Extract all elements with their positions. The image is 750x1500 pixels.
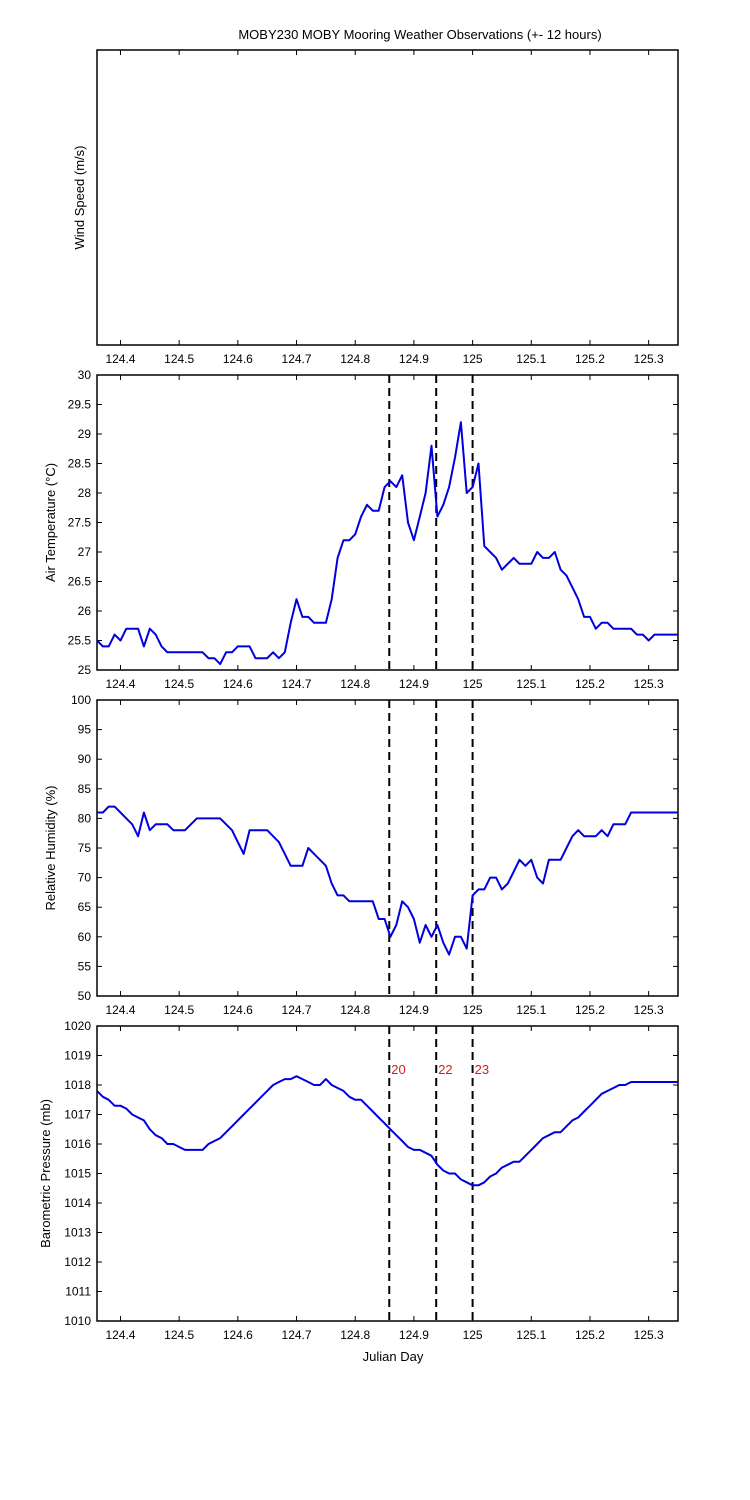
x-tick-label: 124.9 (399, 352, 429, 366)
y-tick-label: 1012 (64, 1255, 91, 1269)
x-tick-label: 125.1 (516, 352, 546, 366)
x-tick-label: 124.5 (164, 352, 194, 366)
x-axis-label: Julian Day (363, 1349, 424, 1364)
x-tick-label: 125.2 (575, 352, 605, 366)
x-tick-label: 124.9 (399, 1003, 429, 1017)
y-tick-label: 25.5 (68, 634, 92, 648)
y-tick-label: 30 (78, 368, 92, 382)
y-axis-label: Barometric Pressure (mb) (38, 1099, 53, 1248)
x-tick-label: 125 (463, 677, 483, 691)
y-tick-label: 100 (71, 693, 91, 707)
y-tick-label: 80 (78, 811, 92, 825)
x-tick-label: 124.4 (105, 1328, 135, 1342)
y-tick-label: 29 (78, 427, 92, 441)
axes-frame (96, 374, 679, 671)
x-tick-label: 124.6 (223, 352, 253, 366)
x-tick-label: 124.5 (164, 677, 194, 691)
y-tick-label: 1015 (64, 1167, 91, 1181)
x-tick-label: 124.6 (223, 677, 253, 691)
series-line (97, 805, 678, 956)
y-tick-label: 27 (78, 545, 92, 559)
x-tick-label: 125.2 (575, 1003, 605, 1017)
y-tick-label: 75 (78, 841, 92, 855)
y-tick-label: 1016 (64, 1137, 91, 1151)
event-marker-label: 20 (391, 1062, 405, 1077)
x-tick-label: 125.2 (575, 677, 605, 691)
y-tick-label: 27.5 (68, 516, 92, 530)
y-tick-label: 29.5 (68, 398, 92, 412)
axes-frame (96, 699, 679, 997)
x-tick-label: 124.7 (282, 1003, 312, 1017)
chart-title: MOBY230 MOBY Mooring Weather Observation… (238, 27, 601, 42)
y-tick-label: 1011 (65, 1285, 91, 1299)
y-tick-label: 25 (78, 663, 92, 677)
y-tick-label: 1020 (64, 1019, 91, 1033)
y-axis-label: Air Temperature (°C) (43, 463, 58, 582)
y-tick-label: 70 (78, 871, 92, 885)
event-marker-label: 22 (438, 1062, 452, 1077)
x-tick-label: 125.3 (634, 1328, 664, 1342)
x-tick-label: 124.7 (282, 352, 312, 366)
x-tick-label: 124.5 (164, 1328, 194, 1342)
x-tick-label: 124.9 (399, 1328, 429, 1342)
x-tick-label: 124.4 (105, 352, 135, 366)
y-tick-label: 28 (78, 486, 92, 500)
y-tick-label: 60 (78, 930, 92, 944)
x-tick-label: 125.2 (575, 1328, 605, 1342)
y-tick-label: 1014 (64, 1196, 91, 1210)
series-line (96, 1075, 678, 1187)
x-tick-label: 124.4 (105, 677, 135, 691)
y-tick-label: 1017 (64, 1108, 91, 1122)
y-tick-label: 85 (78, 782, 92, 796)
event-marker-label: 23 (475, 1062, 489, 1077)
y-axis-label: Relative Humidity (%) (43, 786, 58, 911)
x-tick-label: 124.8 (340, 1328, 370, 1342)
x-tick-label: 124.4 (105, 1003, 135, 1017)
series-line (96, 421, 678, 666)
panel-relative-humidity: 124.4 124.5 124.6 124.7 124.8 124.9 125 125.1 12… (43, 693, 679, 1017)
x-tick-label: 124.8 (340, 352, 370, 366)
x-tick-label: 124.5 (164, 1003, 194, 1017)
x-tick-label: 124.8 (340, 677, 370, 691)
axes-frame (96, 1025, 679, 1322)
y-axis-label: Wind Speed (m/s) (72, 145, 87, 249)
x-tick-label: 125.3 (634, 1003, 664, 1017)
panel-air-temperature: 124.4 124.5 124.6 124.7 124.8 124.9 125 125.1 12… (43, 368, 679, 691)
y-tick-label: 1019 (64, 1049, 91, 1063)
y-tick-label: 65 (78, 900, 92, 914)
x-tick-label: 125.1 (516, 677, 546, 691)
x-tick-label: 124.7 (282, 1328, 312, 1342)
panel-wind-speed: 124.4 124.5 124.6 124.7 124.8 124.9 125 125.1 12… (72, 49, 679, 366)
x-tick-label: 124.6 (223, 1003, 253, 1017)
x-tick-label: 124.7 (282, 677, 312, 691)
y-tick-label: 1010 (64, 1314, 91, 1328)
y-tick-label: 90 (78, 752, 92, 766)
y-tick-label: 50 (78, 989, 92, 1003)
x-tick-label: 124.8 (340, 1003, 370, 1017)
x-tick-label: 125 (463, 1328, 483, 1342)
x-tick-label: 125.1 (516, 1328, 546, 1342)
y-tick-label: 1018 (64, 1078, 91, 1092)
x-tick-label: 125.3 (634, 352, 664, 366)
x-tick-label: 125.3 (634, 677, 664, 691)
y-tick-label: 55 (78, 959, 92, 973)
y-tick-label: 1013 (64, 1226, 91, 1240)
x-tick-label: 125 (463, 352, 483, 366)
x-tick-label: 125 (463, 1003, 483, 1017)
axes-frame (96, 49, 679, 346)
y-tick-label: 26 (78, 604, 92, 618)
x-tick-label: 124.6 (223, 1328, 253, 1342)
x-tick-label: 125.1 (516, 1003, 546, 1017)
y-tick-label: 28.5 (68, 457, 92, 471)
x-tick-label: 124.9 (399, 677, 429, 691)
y-tick-label: 26.5 (68, 575, 92, 589)
panel-barometric-pressure: 124.4 124.5 124.6 124.7 124.8 124.9 125 125.1 12… (38, 1019, 679, 1342)
y-tick-label: 95 (78, 723, 92, 737)
